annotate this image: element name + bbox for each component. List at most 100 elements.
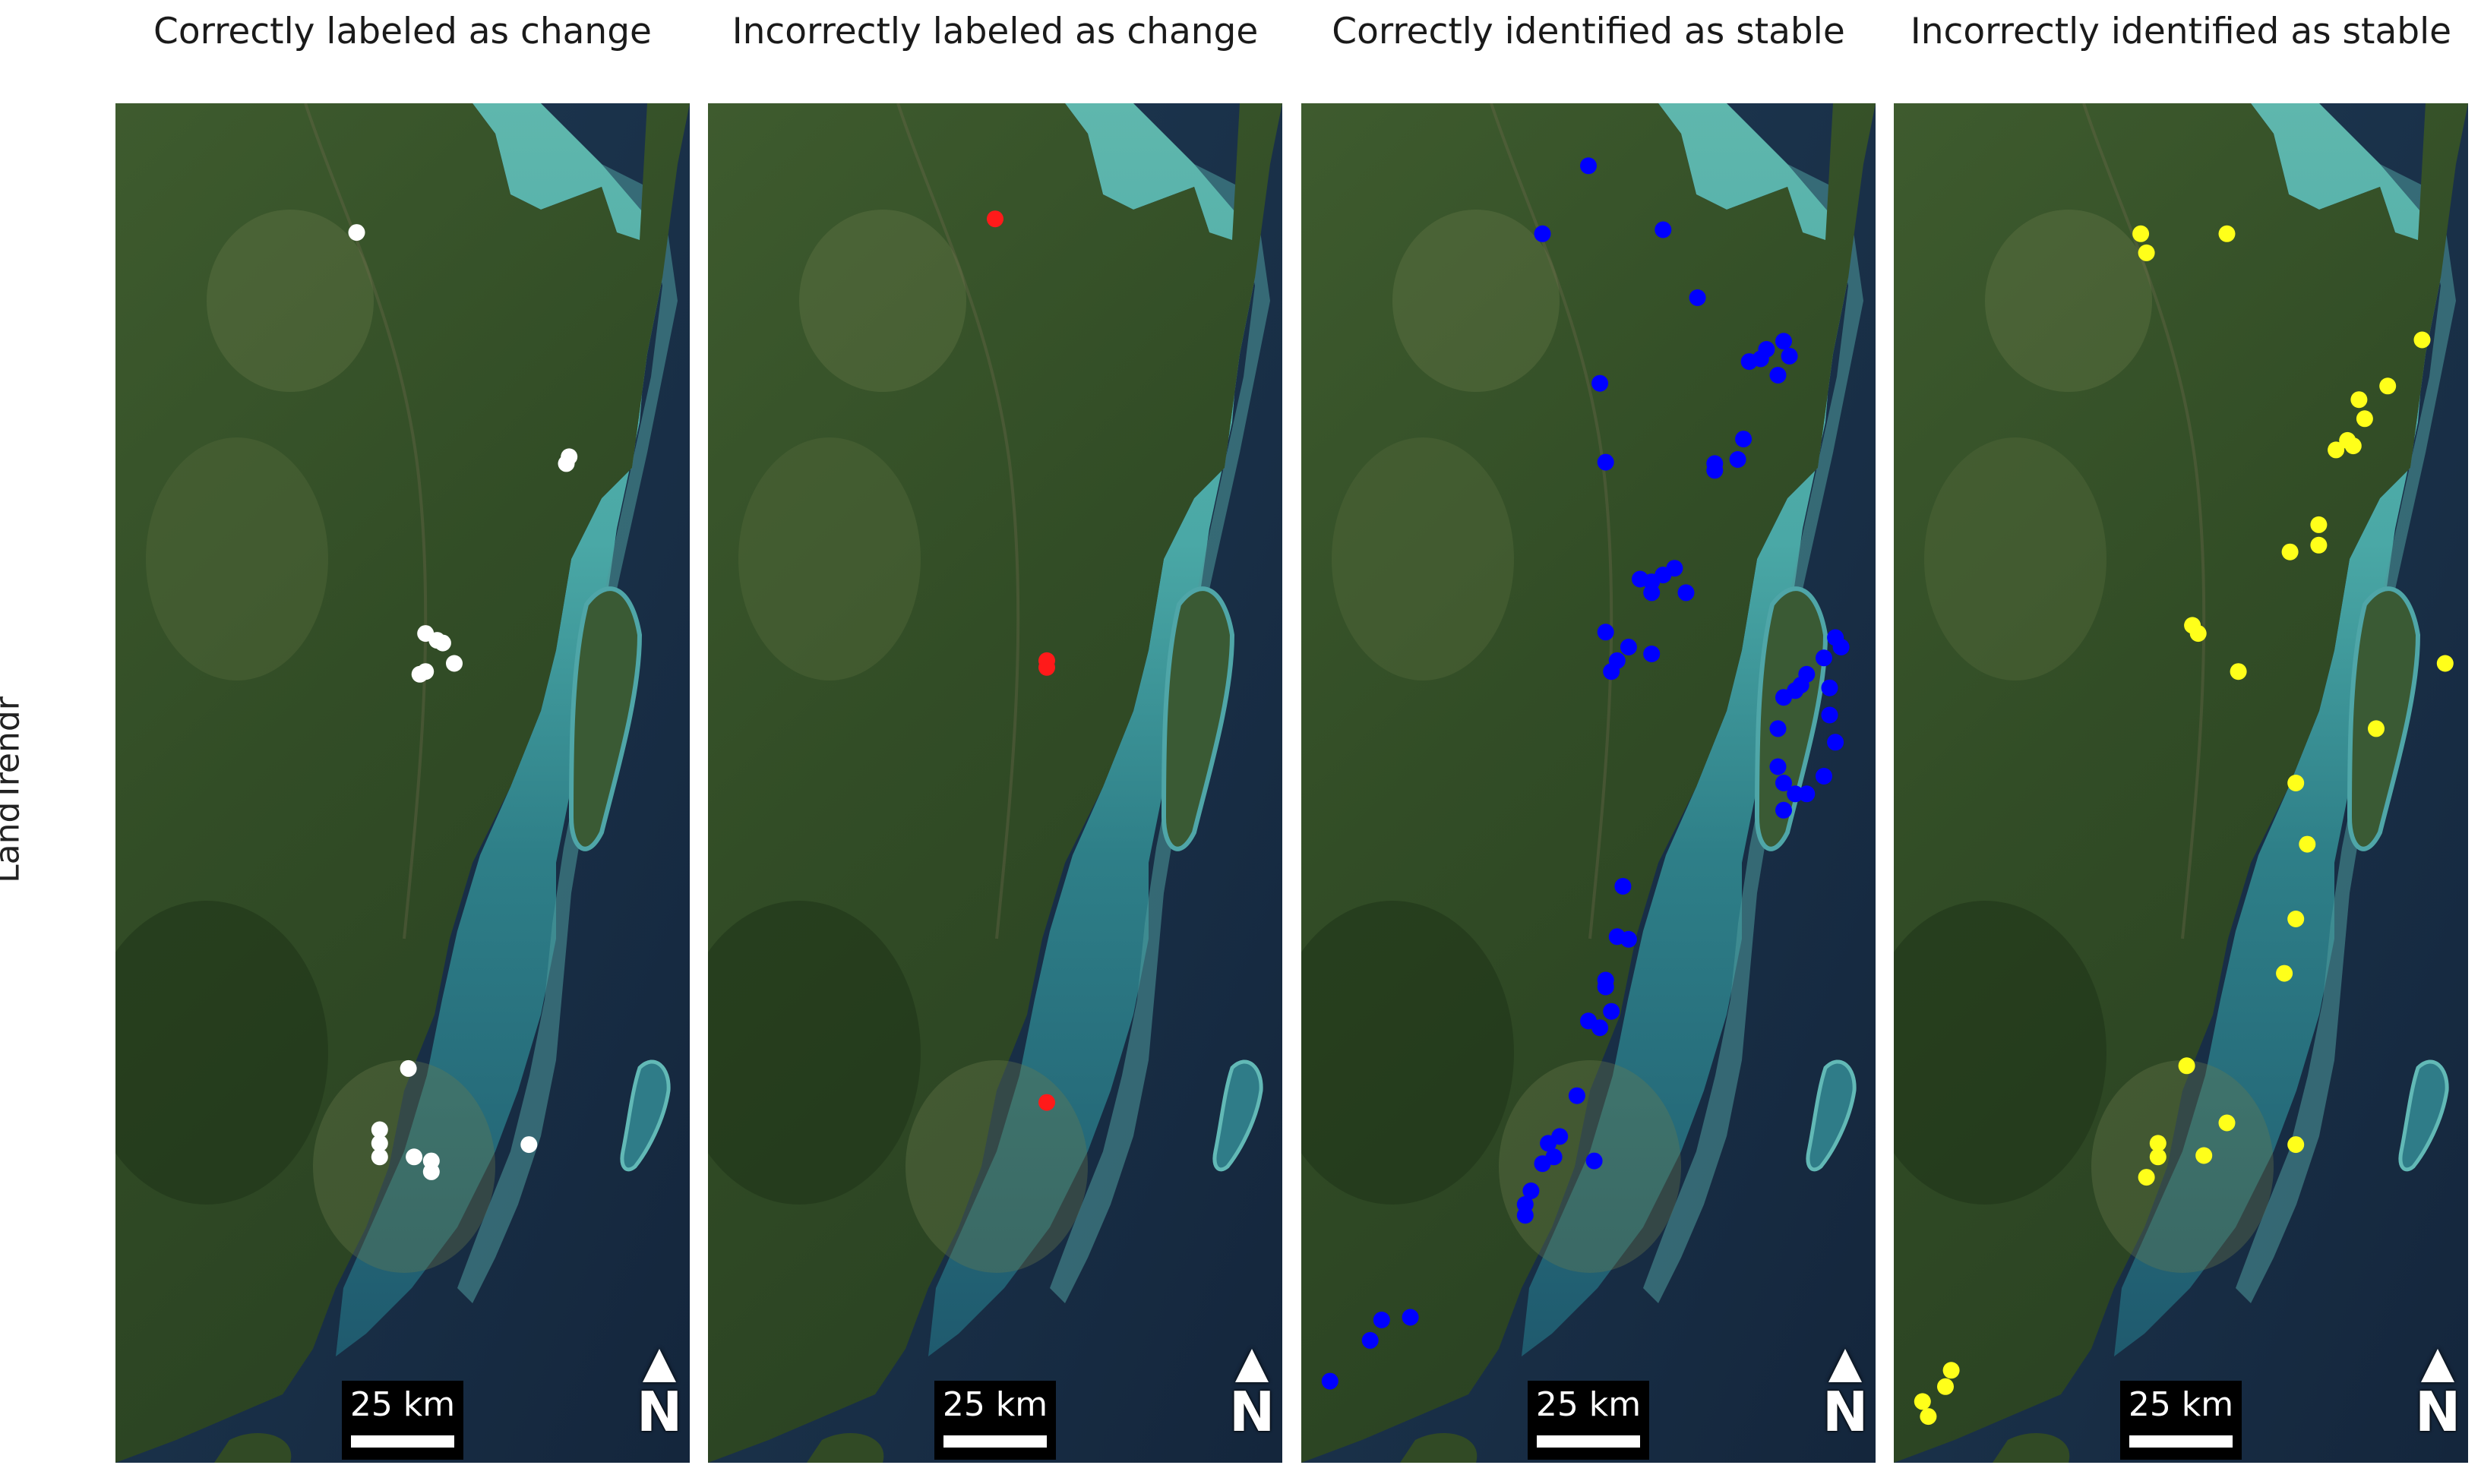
sample-point — [422, 1163, 440, 1180]
scale-line — [943, 1435, 1047, 1448]
north-arrow-icon: N — [637, 1349, 682, 1455]
scale-label: 25 km — [942, 1385, 1048, 1424]
sample-point — [2195, 1147, 2213, 1164]
sample-point — [1608, 928, 1626, 946]
sample-point — [1787, 785, 1804, 803]
sample-point — [1706, 462, 1724, 479]
sample-point — [1534, 225, 1551, 242]
sample-point — [1769, 367, 1787, 384]
sample-point — [1551, 1128, 1569, 1145]
satellite-map — [1301, 103, 1876, 1463]
map-panel: 25 km N — [1894, 103, 2468, 1463]
sample-point — [2436, 655, 2454, 672]
sample-point — [1361, 1331, 1379, 1349]
sample-point — [2149, 1135, 2167, 1152]
sample-point — [1821, 706, 1838, 724]
sample-point — [1689, 289, 1706, 306]
sample-point — [2149, 1148, 2167, 1166]
scale-line — [1537, 1435, 1640, 1448]
sample-point — [1735, 431, 1753, 448]
sample-point — [400, 1059, 417, 1077]
sample-point — [2299, 835, 2316, 853]
sample-point — [2281, 543, 2299, 560]
scale-line — [2129, 1435, 2233, 1448]
sample-point — [1758, 341, 1775, 358]
sample-point — [2350, 391, 2368, 409]
sample-point — [558, 455, 575, 472]
sample-point — [2310, 536, 2328, 554]
sample-point — [1603, 1002, 1620, 1020]
sample-point — [406, 1148, 423, 1166]
sample-point — [1655, 221, 1672, 238]
map-panel: 25 km N — [1301, 103, 1876, 1463]
sample-point — [1597, 453, 1614, 471]
sample-point — [1832, 639, 1850, 655]
scale-bar: 25 km — [342, 1381, 463, 1460]
sample-point — [2218, 225, 2236, 242]
sample-point — [1620, 639, 1637, 655]
north-arrow-icon: N — [2415, 1349, 2460, 1455]
north-arrow-icon: N — [1229, 1349, 1275, 1455]
sample-point — [1942, 1362, 1960, 1379]
scale-line — [351, 1435, 454, 1448]
map-panel: 25 km N — [708, 103, 1282, 1463]
north-arrow-triangle — [1235, 1349, 1269, 1382]
sample-point — [1603, 663, 1620, 680]
satellite-map — [708, 103, 1282, 1463]
sample-point — [2138, 1169, 2155, 1186]
north-label: N — [637, 1380, 683, 1444]
sample-point — [1568, 1087, 1585, 1104]
sample-point — [1402, 1309, 1419, 1326]
sample-point — [1816, 649, 1832, 667]
sample-point — [446, 655, 463, 672]
sample-point — [1666, 560, 1683, 577]
north-label: N — [2415, 1380, 2461, 1444]
sample-point — [1522, 1182, 1540, 1199]
sample-point — [2368, 720, 2385, 737]
sample-point — [1740, 353, 1758, 371]
sample-point — [1534, 1155, 1551, 1173]
sample-point — [2287, 1136, 2305, 1154]
sample-point — [1585, 1152, 1603, 1170]
scale-bar: 25 km — [1528, 1381, 1649, 1460]
sample-point — [1775, 801, 1792, 819]
sample-point — [1914, 1393, 1931, 1410]
sample-point — [2218, 1114, 2236, 1132]
north-label: N — [1822, 1380, 1869, 1444]
scale-label: 25 km — [2128, 1385, 2234, 1424]
sample-point — [371, 1148, 388, 1166]
sample-point — [348, 224, 365, 242]
sample-point — [1816, 768, 1832, 785]
north-label: N — [1229, 1380, 1275, 1444]
panel-title: Correctly identified as stable — [1332, 11, 1845, 52]
sample-point — [1729, 451, 1746, 468]
sample-point — [1937, 1378, 1954, 1395]
panel-title: Incorrectly labeled as change — [732, 11, 1259, 52]
scale-label: 25 km — [1535, 1385, 1642, 1424]
row-label: LandTrendr — [0, 696, 27, 883]
sample-point — [371, 1135, 388, 1152]
sample-point — [2132, 225, 2150, 242]
sample-point — [2344, 437, 2362, 455]
sample-point — [434, 634, 451, 652]
sample-point — [1775, 333, 1792, 350]
sample-point — [2276, 965, 2293, 982]
sample-point — [371, 1121, 388, 1138]
sample-point — [1614, 878, 1632, 895]
sample-point — [2287, 775, 2305, 791]
sample-point — [1038, 658, 1055, 676]
north-arrow-triangle — [643, 1349, 676, 1382]
sample-point — [1775, 775, 1792, 791]
sample-point — [1591, 1019, 1609, 1037]
sample-point — [2287, 911, 2305, 927]
scale-label: 25 km — [349, 1385, 456, 1424]
sample-point — [1821, 679, 1838, 696]
sample-point — [1769, 720, 1787, 737]
sample-point — [2379, 377, 2397, 395]
sample-point — [1591, 374, 1609, 392]
satellite-map — [115, 103, 690, 1463]
sample-point — [2138, 244, 2155, 261]
sample-point — [987, 210, 1003, 228]
sample-point — [1781, 347, 1798, 365]
sample-point — [1373, 1312, 1390, 1328]
